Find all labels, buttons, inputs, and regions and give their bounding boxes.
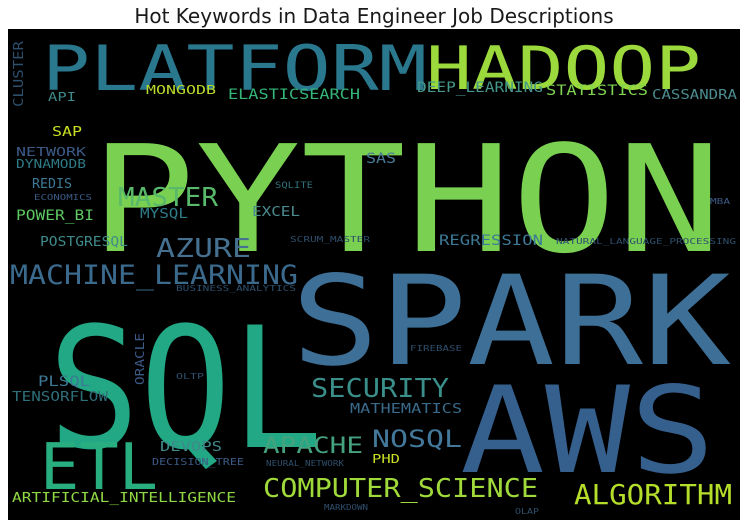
word-etl: ETL [40,431,158,505]
word-api: API [48,90,76,104]
word-machine-learning: MACHINE_LEARNING [10,260,298,291]
word-cassandra: CASSANDRA [652,88,737,103]
word-decision-tree: DECISION_TREE [152,457,244,468]
word-platform: PLATFORM [42,32,427,105]
figure-title: Hot Keywords in Data Engineer Job Descri… [134,4,614,28]
word-apache: APACHE [263,434,363,459]
word-mysql: MYSQL [140,207,188,222]
word-python: PYTHON [90,114,722,286]
word-hadoop: HADOOP [426,34,701,104]
word-statistics: STATISTICS [546,83,648,99]
word-natural-language-processing: NATURAL_LANGUAGE_PROCESSING [556,237,736,246]
word-scrum-master: SCRUM_MASTER [290,235,370,244]
word-algorithm: ALGORITHM [574,478,732,511]
word-mongodb: MONGODB [146,83,216,97]
word-excel: EXCEL [252,205,300,220]
word-artificial-intelligence: ARTIFICIAL_INTELLIGENCE [12,491,236,506]
word-markdown: MARKDOWN [324,503,368,512]
word-sql: SQL [48,291,323,487]
word-azure: AZURE [156,234,251,264]
word-redis: REDIS [32,177,72,192]
word-sqlite: SQLITE [275,181,313,191]
word-devops: DEVOPS [160,440,222,455]
word-regression: REGRESSION [439,233,543,249]
word-firebase: FIREBASE [410,344,462,353]
word-power-bi: POWER_BI [16,208,94,224]
word-master: MASTER [118,183,218,213]
word-nosql: NOSQL [372,425,462,453]
word-olap: OLAP [515,507,539,516]
word-network: NETWORK [16,145,87,159]
word-sas: SAS [366,151,396,167]
word-cloud-canvas: PYTHON SPARK SQL AWS PLATFORM HADOOP ETL… [10,32,737,516]
word-sap: SAP [52,125,82,140]
word-tensorflow: TENSORFLOW [12,390,108,405]
word-oracle: ORACLE [133,333,147,385]
word-mathematics: MATHEMATICS [350,402,462,417]
word-postgresql: POSTGRESQL [40,235,128,250]
word-cloud: PYTHON SPARK SQL AWS PLATFORM HADOOP ETL… [8,29,740,520]
word-elasticsearch: ELASTICSEARCH [228,87,360,103]
word-computer-science: COMPUTER_SCIENCE [263,474,538,504]
word-oltp: OLTP [176,372,204,381]
word-phd: PHD [372,452,400,466]
word-mba: MBA [710,197,730,206]
word-neural-network: NEURAL_NETWORK [266,459,344,468]
word-dynamodb: DYNAMODB [16,157,86,171]
word-security: SECURITY [311,374,449,404]
word-deep-learning: DEEP_LEARNING [417,80,543,96]
word-plsql: PLSQL [38,374,90,390]
word-economics: ECONOMICS [34,193,92,202]
word-business-analytics: BUSINESS_ANALYTICS [176,284,296,293]
word-cluster: CLUSTER [12,41,27,107]
word-aws: AWS [460,362,715,501]
word-spark: SPARK [291,250,731,394]
